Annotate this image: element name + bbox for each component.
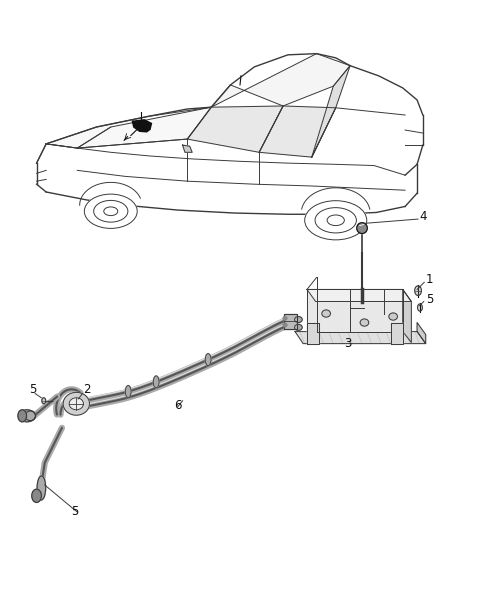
Text: 5: 5 xyxy=(426,292,433,306)
Ellipse shape xyxy=(327,215,344,226)
Polygon shape xyxy=(259,106,336,157)
Polygon shape xyxy=(403,289,411,343)
Ellipse shape xyxy=(25,411,36,421)
Ellipse shape xyxy=(283,323,287,327)
Ellipse shape xyxy=(42,398,46,404)
Bar xyxy=(284,314,298,329)
Polygon shape xyxy=(77,107,211,148)
Polygon shape xyxy=(307,289,411,302)
Ellipse shape xyxy=(415,286,421,295)
Polygon shape xyxy=(417,323,426,344)
Ellipse shape xyxy=(283,317,287,320)
Ellipse shape xyxy=(322,310,330,317)
Polygon shape xyxy=(295,332,426,344)
Polygon shape xyxy=(46,107,211,148)
Ellipse shape xyxy=(37,476,46,500)
Ellipse shape xyxy=(104,207,118,216)
Polygon shape xyxy=(182,145,192,153)
Text: 3: 3 xyxy=(344,336,352,350)
Ellipse shape xyxy=(19,410,36,422)
Ellipse shape xyxy=(295,324,302,330)
Text: 1: 1 xyxy=(426,273,433,286)
Polygon shape xyxy=(187,106,283,153)
Ellipse shape xyxy=(153,376,159,388)
Ellipse shape xyxy=(32,489,41,502)
Polygon shape xyxy=(307,323,319,344)
Ellipse shape xyxy=(295,317,302,323)
Text: 2: 2 xyxy=(83,383,91,396)
Ellipse shape xyxy=(69,398,84,410)
Polygon shape xyxy=(391,323,403,344)
Ellipse shape xyxy=(360,319,369,326)
Ellipse shape xyxy=(18,410,26,422)
Ellipse shape xyxy=(63,393,89,415)
Ellipse shape xyxy=(389,313,397,320)
Ellipse shape xyxy=(357,223,367,233)
Text: 5: 5 xyxy=(72,505,79,518)
Ellipse shape xyxy=(418,304,422,311)
Ellipse shape xyxy=(205,353,211,365)
Text: 4: 4 xyxy=(420,210,427,223)
Polygon shape xyxy=(211,54,350,107)
Text: 5: 5 xyxy=(29,383,37,396)
Text: 6: 6 xyxy=(174,399,181,412)
Ellipse shape xyxy=(84,194,137,229)
Ellipse shape xyxy=(125,385,131,397)
Polygon shape xyxy=(132,120,152,132)
Polygon shape xyxy=(312,66,350,157)
Polygon shape xyxy=(307,289,403,332)
Ellipse shape xyxy=(305,201,367,240)
